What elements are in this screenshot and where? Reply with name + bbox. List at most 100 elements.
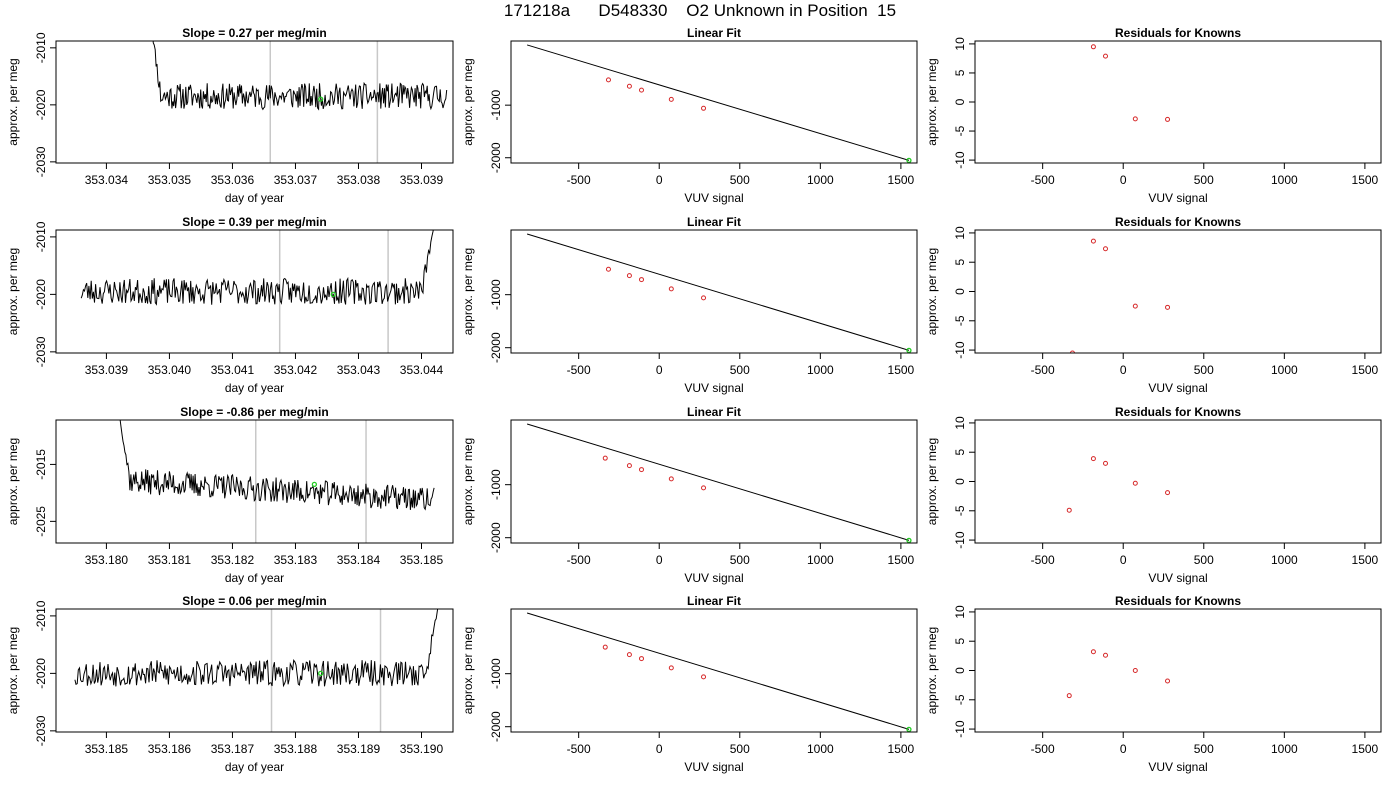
known-point	[626, 83, 632, 89]
panel-9: Residuals for Knowns VUV signal approx. pe…	[925, 405, 1382, 585]
plot-frame	[510, 419, 918, 544]
plot-frame	[510, 608, 918, 733]
plot-title: Linear Fit	[687, 405, 741, 419]
y-axis-label: approx. per meg	[925, 627, 939, 714]
panel-11: Linear Fit VUV signal approx. per meg -500 0…	[461, 594, 918, 774]
y-axis-label: approx. per meg	[6, 438, 20, 525]
plot-frame	[55, 229, 454, 354]
y-tick-label: -2000	[489, 332, 503, 363]
unknown-point	[318, 670, 324, 677]
plot-frame	[974, 229, 1382, 354]
x-tick-label: 1000	[1271, 363, 1298, 377]
x-axis-label: VUV signal	[684, 381, 743, 395]
x-tick-label: 0	[1120, 742, 1127, 756]
plot-area	[526, 233, 912, 353]
panel-6: Residuals for Knowns VUV signal approx. pe…	[925, 215, 1382, 395]
y-tick-label: 10	[953, 416, 967, 430]
x-axis-label: VUV signal	[1148, 191, 1207, 205]
y-axis-label: approx. per meg	[6, 58, 20, 145]
y-tick-label: -2010	[34, 32, 48, 63]
y-tick-label: -2020	[34, 279, 48, 310]
series-line	[152, 41, 448, 111]
y-tick-label: -10	[953, 531, 967, 549]
known-point	[668, 286, 674, 292]
x-tick-label: 353.182	[211, 553, 255, 567]
plot-area	[1069, 238, 1171, 353]
x-tick-label: 353.036	[211, 173, 255, 187]
x-tick-label: 353.189	[337, 742, 381, 756]
series-line	[80, 230, 434, 306]
unknown-point	[318, 96, 324, 102]
known-point	[1103, 246, 1108, 252]
x-tick-label: 353.043	[337, 363, 381, 377]
unknown-point	[906, 726, 912, 732]
x-tick-label: 500	[730, 363, 750, 377]
plot-frame	[510, 229, 918, 354]
x-tick-label: 0	[656, 553, 663, 567]
x-tick-label: 500	[1194, 553, 1214, 567]
x-tick-label: 353.040	[148, 363, 192, 377]
x-tick-label: 353.187	[211, 742, 255, 756]
plot-title: Residuals for Knowns	[1115, 594, 1241, 608]
page-title: 171218a D548330 O2 Unknown in Position 1…	[503, 1, 897, 20]
x-tick-label: 0	[1120, 173, 1127, 187]
y-tick-label: -2000	[489, 711, 503, 742]
panel-3: Residuals for Knowns VUV signal approx. pe…	[925, 26, 1382, 205]
panel-8: Linear Fit VUV signal approx. per meg -500 0…	[461, 405, 918, 585]
x-tick-label: 353.034	[85, 173, 129, 187]
x-tick-label: 353.188	[274, 742, 318, 756]
x-tick-label: 353.042	[274, 363, 318, 377]
x-tick-label: 353.186	[148, 742, 192, 756]
known-point	[626, 273, 632, 279]
panel-12: Residuals for Knowns VUV signal approx. pe…	[925, 594, 1382, 774]
x-tick-label: 1500	[1352, 173, 1379, 187]
known-point	[639, 467, 644, 473]
known-point	[668, 96, 674, 102]
x-tick-label: -500	[567, 173, 591, 187]
known-point	[639, 656, 644, 662]
y-tick-label: -2000	[489, 522, 503, 553]
x-tick-label: 500	[730, 553, 750, 567]
y-tick-label: -2020	[34, 89, 48, 120]
unknown-point	[906, 347, 912, 353]
plot-area	[1090, 44, 1171, 122]
plot-frame	[55, 608, 454, 733]
x-tick-label: 500	[730, 173, 750, 187]
known-point	[1132, 116, 1138, 122]
plot-title: Slope = 0.06 per meg/min	[182, 594, 326, 608]
x-tick-label: -500	[1031, 742, 1055, 756]
x-tick-label: 353.184	[337, 553, 381, 567]
x-tick-label: -500	[1031, 173, 1055, 187]
series-line	[119, 420, 435, 511]
x-tick-label: 1000	[807, 173, 834, 187]
x-tick-label: 0	[1120, 363, 1127, 377]
plot-title: Slope = 0.39 per meg/min	[182, 215, 326, 229]
plot-area	[526, 612, 912, 732]
y-tick-label: 5	[953, 69, 967, 76]
x-tick-label: 0	[1120, 553, 1127, 567]
unknown-point	[330, 291, 336, 298]
x-axis-label: day of year	[225, 191, 284, 205]
plot-area	[119, 420, 435, 543]
x-tick-label: 353.185	[85, 742, 129, 756]
x-tick-label: 353.181	[148, 553, 192, 567]
y-axis-label: approx. per meg	[461, 58, 475, 145]
plot-title: Linear Fit	[687, 26, 741, 40]
plot-title: Slope = 0.27 per meg/min	[182, 26, 326, 40]
y-tick-label: -10	[953, 720, 967, 738]
y-tick-label: -5	[953, 125, 967, 136]
x-tick-label: 1000	[807, 553, 834, 567]
x-tick-label: 353.035	[148, 173, 192, 187]
x-tick-label: 353.039	[85, 363, 129, 377]
panel-5: Linear Fit VUV signal approx. per meg -500 0…	[461, 215, 918, 395]
plot-title: Residuals for Knowns	[1115, 215, 1241, 229]
y-tick-label: -2010	[34, 221, 48, 252]
x-axis-label: VUV signal	[1148, 571, 1207, 585]
y-tick-label: -1000	[489, 279, 503, 310]
known-point	[1132, 303, 1138, 309]
known-point	[668, 476, 674, 482]
y-axis-label: approx. per meg	[925, 58, 939, 145]
unknown-point	[311, 481, 318, 487]
x-tick-label: 500	[1194, 173, 1214, 187]
